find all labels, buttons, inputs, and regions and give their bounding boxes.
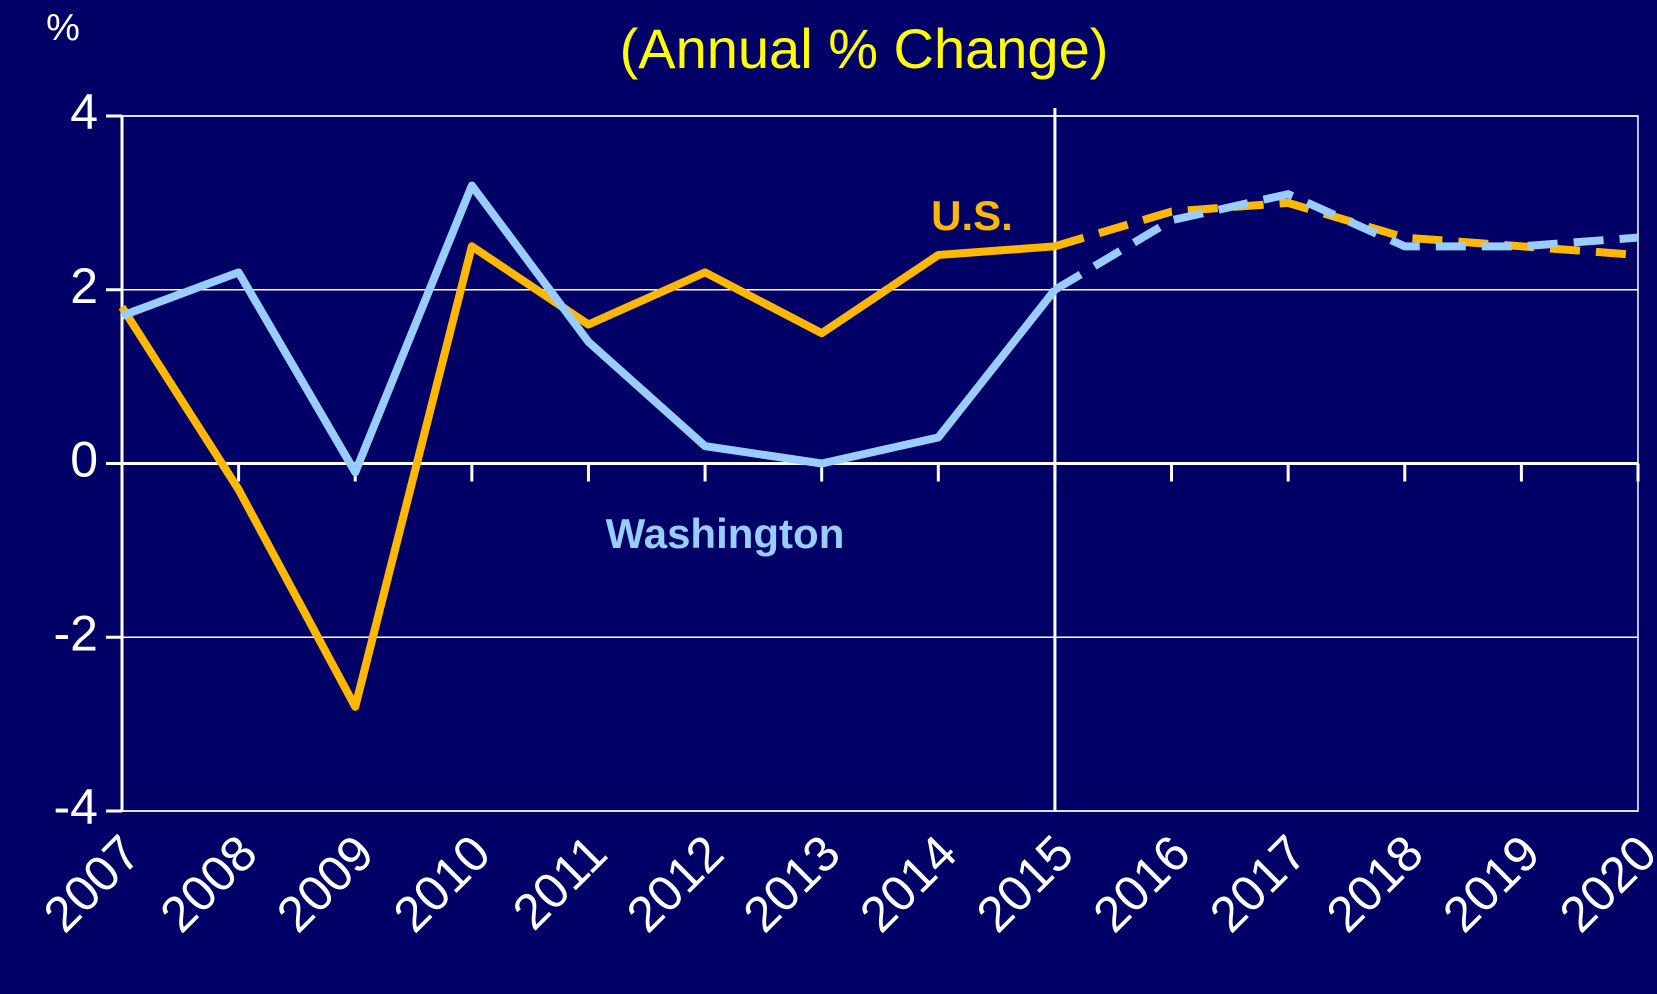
y-tick-label: -4	[54, 779, 98, 835]
series-annotation: Washington	[606, 510, 845, 557]
forecast-line	[1052, 190, 1639, 294]
series-line	[118, 242, 1056, 711]
chart-title: (Annual % Change)	[620, 17, 1109, 80]
series-annotation: U.S.	[931, 192, 1013, 239]
y-tick-label: -2	[54, 605, 98, 661]
y-axis-label: %	[46, 7, 80, 49]
forecast-line	[1053, 198, 1639, 259]
y-tick-label: 0	[70, 432, 98, 488]
y-tick-label: 4	[70, 84, 98, 140]
series-line	[120, 181, 1059, 477]
y-tick-label: 2	[70, 258, 98, 314]
